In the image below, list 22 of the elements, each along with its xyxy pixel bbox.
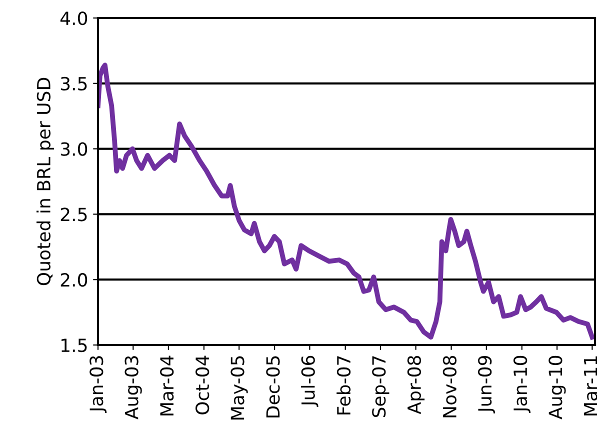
x-tick-label: May-05 xyxy=(230,356,248,420)
x-tick-label: Dec-05 xyxy=(266,356,280,418)
x-tick-label: Aug-03 xyxy=(124,356,142,420)
x-tick-label: Feb-07 xyxy=(336,356,351,414)
x-tick-label: Aug-10 xyxy=(548,356,566,420)
y-tick-label: 3.5 xyxy=(60,76,87,91)
x-tick-label: Nov-08 xyxy=(442,356,457,418)
x-tick-label: Mar-04 xyxy=(160,356,174,416)
y-tick-label: 2.0 xyxy=(60,273,88,287)
y-tick-label: 1.5 xyxy=(62,338,87,352)
x-tick-label: Jan-03 xyxy=(90,356,107,413)
y-axis-title: Quoted in BRL per USD xyxy=(36,78,54,286)
y-tick-label: 3.0 xyxy=(60,142,88,156)
x-tick-label: Jul-06 xyxy=(300,356,318,407)
x-tick-label: Jun-09 xyxy=(478,356,496,414)
y-tick-label: 4.0 xyxy=(60,11,88,26)
x-tick-label: Mar-11 xyxy=(584,356,597,416)
y-tick-label: 2.5 xyxy=(60,208,87,222)
x-tick-label: Oct-04 xyxy=(196,356,210,414)
x-tick-label: Sep-07 xyxy=(372,356,390,418)
x-tick-label: Apr-08 xyxy=(407,356,425,414)
x-tick-label: Jan-10 xyxy=(513,356,530,413)
